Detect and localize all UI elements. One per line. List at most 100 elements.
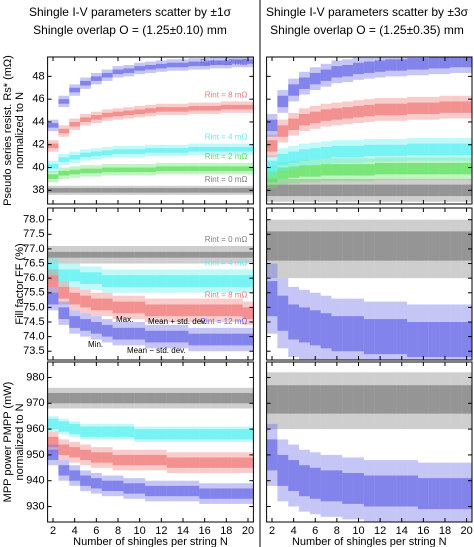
std-band (363, 164, 375, 176)
std-band (417, 322, 429, 358)
std-band (331, 164, 343, 176)
std-band (155, 251, 167, 258)
std-band (428, 385, 440, 414)
std-band (177, 457, 189, 468)
std-band (231, 251, 243, 258)
x-tick-label: 12 (374, 525, 386, 537)
std-band (166, 166, 178, 171)
std-band (199, 188, 211, 193)
std-band (439, 162, 451, 175)
std-band (309, 184, 321, 197)
std-band (134, 429, 146, 440)
std-band (177, 166, 189, 171)
x-tick-label: 4 (72, 525, 78, 537)
series-label: Rint = 12 mΩ (200, 317, 247, 326)
std-band (210, 304, 221, 317)
std-band (385, 385, 397, 414)
std-band (80, 295, 91, 308)
std-band (188, 429, 200, 440)
std-band (166, 304, 178, 317)
std-band (299, 149, 310, 161)
std-band (47, 436, 59, 448)
std-band (299, 165, 310, 177)
std-band (374, 103, 386, 116)
std-band (80, 319, 91, 331)
plot-area (266, 57, 472, 202)
plot-frame (266, 207, 473, 361)
std-band (112, 454, 124, 466)
series-label: Rint = 4 mΩ (205, 133, 248, 142)
std-band (288, 151, 300, 163)
std-band (231, 333, 243, 346)
y-axis-label: MPP power PMPP (mW) (2, 382, 14, 503)
std-band (363, 104, 375, 117)
y-tick-label: 48 (32, 70, 44, 82)
std-band (155, 275, 167, 287)
x-tick-label: 12 (155, 525, 167, 537)
std-band (353, 385, 364, 414)
y-tick-label: 930 (26, 500, 44, 512)
std-band (112, 251, 124, 258)
std-band (166, 429, 178, 440)
std-band (363, 144, 375, 157)
std-band (450, 385, 462, 414)
std-band (428, 231, 440, 261)
std-band (331, 145, 343, 158)
std-band (428, 162, 440, 175)
y-tick-label: 950 (26, 449, 44, 461)
std-band (112, 188, 124, 193)
std-band (112, 167, 124, 173)
std-band (461, 143, 472, 155)
std-band (299, 307, 310, 343)
x-tick-label: 14 (396, 525, 408, 537)
std-band (166, 457, 178, 468)
std-band (199, 251, 211, 258)
std-band (220, 188, 232, 193)
std-band (58, 188, 70, 193)
std-band (101, 188, 113, 193)
std-band (199, 166, 211, 171)
std-band (277, 95, 289, 108)
std-band (188, 304, 200, 317)
std-band (242, 429, 254, 440)
std-band (407, 475, 418, 507)
std-band (47, 188, 59, 193)
std-band (199, 61, 211, 67)
std-band (417, 102, 429, 114)
std-band (231, 275, 243, 287)
std-band (58, 157, 70, 162)
x-tick-label: 10 (134, 525, 146, 537)
std-band (134, 66, 146, 71)
std-band (123, 392, 135, 404)
std-band (90, 272, 102, 284)
std-band (407, 322, 418, 358)
y-tick-label: 74.0 (23, 331, 44, 343)
std-band (363, 319, 375, 355)
std-band (363, 231, 375, 261)
y-tick-label: 46 (32, 93, 44, 105)
y-tick-label: 73.5 (23, 345, 44, 357)
std-band (101, 112, 113, 118)
std-band (220, 304, 232, 317)
std-band (47, 164, 59, 169)
std-band (199, 392, 211, 404)
std-band (417, 143, 429, 155)
std-band (220, 166, 232, 171)
y-tick-label: 940 (26, 475, 44, 487)
std-band (417, 162, 429, 175)
std-band (428, 184, 440, 197)
std-band (242, 333, 254, 346)
std-band (80, 475, 91, 486)
plot-area (47, 57, 254, 195)
std-band (309, 165, 321, 177)
std-band (69, 423, 81, 435)
std-band (288, 385, 300, 414)
std-band (69, 292, 81, 305)
y-axis-label: normalized to N (14, 403, 26, 480)
std-band (220, 392, 232, 404)
std-band (80, 426, 91, 437)
x-tick-label: 4 (291, 525, 297, 537)
std-band (353, 316, 364, 352)
plot-area (47, 246, 254, 352)
std-band (342, 164, 354, 176)
